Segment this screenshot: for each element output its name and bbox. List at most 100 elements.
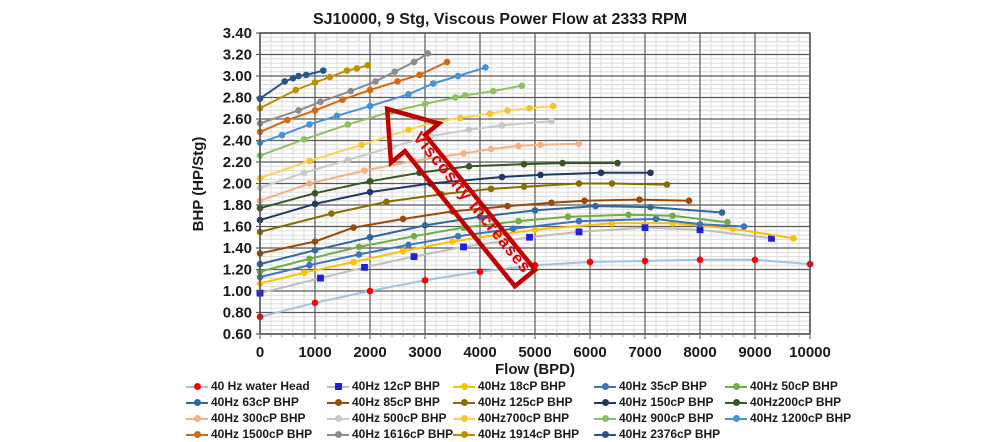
data-point-marker bbox=[394, 78, 401, 85]
series-40hz-35cp-bhp bbox=[256, 215, 748, 281]
data-point-marker bbox=[366, 102, 374, 110]
data-point-marker bbox=[306, 255, 313, 263]
x-axis-title: Flow (BPD) bbox=[495, 361, 575, 378]
legend-label: 40Hz 125cP BHP bbox=[478, 395, 573, 409]
chart-plot-area: 0 1000 2000 3000 4000 5000 6000 7000 8000 9000 100… bbox=[190, 11, 831, 378]
legend-item-40hz-12cp-bhp: 40Hz 12cP BHP bbox=[327, 380, 453, 393]
data-point-marker bbox=[399, 247, 407, 255]
data-point-marker bbox=[344, 156, 352, 164]
x-tick-label: 4000 bbox=[463, 344, 496, 361]
data-point-marker bbox=[306, 180, 313, 187]
data-point-marker bbox=[549, 102, 557, 110]
y-tick-label: 2.20 bbox=[223, 154, 252, 171]
data-point-marker bbox=[509, 225, 517, 232]
data-point-marker bbox=[504, 107, 511, 114]
data-point-marker bbox=[311, 238, 319, 245]
y-tick-label: 1.40 bbox=[223, 240, 252, 257]
data-point-marker bbox=[300, 136, 308, 143]
data-point-marker bbox=[740, 223, 748, 230]
data-point-marker bbox=[421, 222, 429, 229]
data-point-marker bbox=[456, 114, 464, 122]
legend-label: 40Hz 300cP BHP bbox=[211, 411, 306, 425]
data-point-marker bbox=[614, 159, 621, 167]
data-point-marker bbox=[405, 126, 412, 134]
axis-ticks bbox=[256, 32, 811, 339]
legend-marker-icon bbox=[594, 382, 616, 391]
data-point-marker bbox=[350, 258, 357, 266]
data-point-marker bbox=[391, 68, 399, 75]
legend-marker-icon bbox=[453, 382, 475, 391]
x-tick-label: 9000 bbox=[738, 344, 771, 361]
data-point-marker bbox=[366, 86, 374, 94]
y-tick-label: 3.00 bbox=[223, 68, 252, 85]
data-point-marker bbox=[718, 209, 726, 216]
data-point-marker bbox=[366, 188, 374, 196]
data-point-marker bbox=[537, 141, 544, 149]
legend-marker-icon bbox=[327, 414, 349, 423]
legend-label: 40Hz 1200cP BHP bbox=[750, 411, 852, 425]
data-point-marker bbox=[575, 140, 583, 148]
data-point-marker bbox=[465, 126, 473, 134]
data-point-marker bbox=[295, 72, 302, 80]
data-point-marker bbox=[317, 98, 324, 106]
data-point-marker bbox=[751, 256, 759, 264]
legend-label: 40Hz700cP BHP bbox=[478, 411, 570, 425]
series-40hz-900cp-bhp bbox=[256, 82, 526, 159]
series-40hz-1200cp-bhp bbox=[256, 64, 489, 146]
legend-label: 40Hz 150cP BHP bbox=[619, 395, 714, 409]
series-40hz-1616cp-bhp bbox=[256, 50, 432, 127]
legend-marker-icon bbox=[594, 430, 616, 439]
data-point-marker bbox=[575, 228, 583, 236]
x-tick-label: 8000 bbox=[683, 344, 716, 361]
data-point-marker bbox=[559, 159, 566, 167]
data-point-marker bbox=[486, 110, 494, 117]
data-point-marker bbox=[317, 274, 324, 282]
y-tick-label: 1.80 bbox=[223, 197, 252, 214]
data-point-marker bbox=[518, 82, 526, 89]
legend-item-40hz-50cp-bhp: 40Hz 50cP BHP bbox=[725, 380, 875, 393]
legend-marker-icon bbox=[725, 382, 747, 391]
y-tick-label: 3.20 bbox=[223, 47, 252, 64]
data-point-marker bbox=[361, 263, 368, 271]
data-point-marker bbox=[685, 197, 693, 204]
x-tick-label: 2000 bbox=[353, 344, 386, 361]
data-point-marker bbox=[520, 160, 528, 168]
data-point-marker bbox=[487, 185, 495, 193]
data-point-marker bbox=[724, 218, 731, 226]
data-point-marker bbox=[399, 215, 407, 223]
data-point-marker bbox=[355, 243, 363, 251]
data-point-marker bbox=[461, 92, 469, 99]
data-point-marker bbox=[326, 73, 334, 81]
data-point-marker bbox=[526, 104, 533, 112]
legend-label: 40Hz 50cP BHP bbox=[750, 379, 838, 393]
data-point-marker bbox=[537, 171, 544, 179]
legend-item-40hz-85cp-bhp: 40Hz 85cP BHP bbox=[327, 396, 453, 409]
data-point-marker bbox=[353, 65, 361, 72]
data-point-marker bbox=[489, 87, 497, 95]
data-point-marker bbox=[347, 87, 355, 95]
data-point-marker bbox=[311, 189, 319, 197]
x-tick-label: 5000 bbox=[518, 344, 551, 361]
data-point-marker bbox=[421, 276, 429, 284]
data-point-marker bbox=[768, 234, 775, 242]
legend-marker-icon bbox=[453, 414, 475, 423]
data-point-marker bbox=[372, 78, 379, 85]
data-point-marker bbox=[278, 131, 286, 139]
y-axis-title: BHP (HP/Stg) bbox=[190, 137, 207, 232]
legend-item-40hz-35cp-bhp: 40Hz 35cP BHP bbox=[594, 380, 725, 393]
legend-label: 40Hz 1500cP BHP bbox=[211, 427, 313, 441]
data-point-marker bbox=[344, 121, 352, 128]
series-40hz-1914cp-bhp bbox=[256, 61, 372, 112]
data-point-marker bbox=[493, 231, 500, 239]
legend-item-40hz-1914cp-bhp: 40Hz 1914cP BHP bbox=[453, 428, 594, 441]
legend-marker-icon bbox=[327, 382, 349, 391]
series-40hz-50cp-bhp bbox=[256, 211, 731, 275]
data-point-marker bbox=[696, 221, 704, 228]
legend-label: 40Hz 12cP BHP bbox=[352, 379, 440, 393]
data-point-marker bbox=[366, 287, 374, 295]
data-point-marker bbox=[424, 50, 432, 57]
data-point-marker bbox=[581, 197, 588, 204]
x-tick-label: 10000 bbox=[789, 344, 831, 361]
data-point-marker bbox=[663, 181, 671, 188]
